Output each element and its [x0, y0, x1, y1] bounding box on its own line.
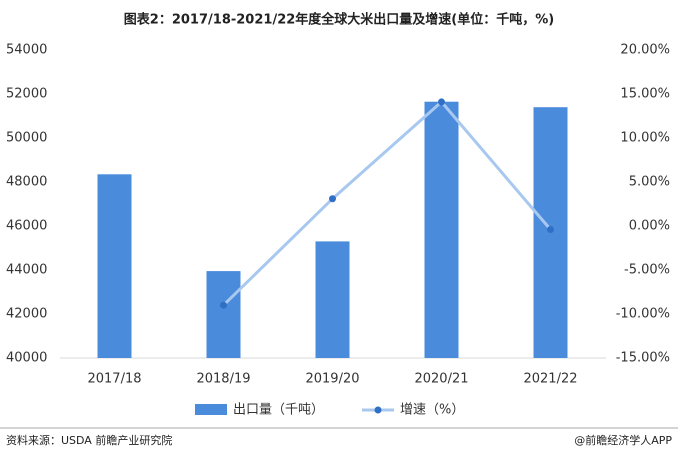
y-tick-label: 46000: [6, 219, 47, 234]
y2-tick-label: 15.00%: [620, 87, 670, 102]
legend-label: 出口量（千吨）: [233, 403, 324, 418]
x-tick-label: 2019/20: [305, 372, 359, 387]
line-point: [329, 195, 336, 203]
legend-marker: [374, 406, 382, 414]
legend-label: 增速（%）: [400, 403, 464, 418]
x-tick-label: 2021/22: [523, 372, 577, 387]
y2-tick-label: -5.00%: [624, 263, 670, 278]
chart-title: 图表2：2017/18-2021/22年度全球大米出口量及增速(单位：千吨，%): [124, 12, 554, 28]
y2-tick-label: 10.00%: [620, 131, 670, 146]
y-tick-label: 48000: [6, 175, 47, 190]
line-point: [220, 301, 227, 309]
y-tick-label: 40000: [6, 351, 47, 366]
bar: [97, 174, 132, 358]
brand: @前瞻经济学人APP: [574, 433, 672, 447]
y2-tick-label: -15.00%: [616, 351, 670, 366]
line: [222, 99, 552, 307]
y-tick-label: 42000: [6, 307, 47, 322]
y-tick-label: 44000: [6, 263, 47, 278]
y2-tick-label: 20.00%: [620, 43, 670, 58]
x-tick-label: 2017/18: [87, 372, 141, 387]
y2-tick-label: -10.00%: [616, 307, 670, 322]
y-tick-label: 52000: [6, 87, 47, 102]
x-tick-label: 2020/21: [414, 372, 468, 387]
x-tick-label: 2018/19: [196, 372, 250, 387]
y-tick-label: 50000: [6, 131, 47, 146]
bar: [424, 101, 459, 358]
y-tick-label: 54000: [6, 43, 47, 58]
y2-tick-label: 5.00%: [629, 175, 670, 190]
bar: [315, 241, 350, 358]
legend-swatch: [195, 404, 227, 415]
source: 资料来源：USDA 前瞻产业研究院: [6, 433, 172, 447]
line-point: [438, 98, 445, 106]
y2-tick-label: 0.00%: [629, 219, 670, 234]
bar: [206, 271, 241, 358]
line-point: [547, 226, 554, 234]
